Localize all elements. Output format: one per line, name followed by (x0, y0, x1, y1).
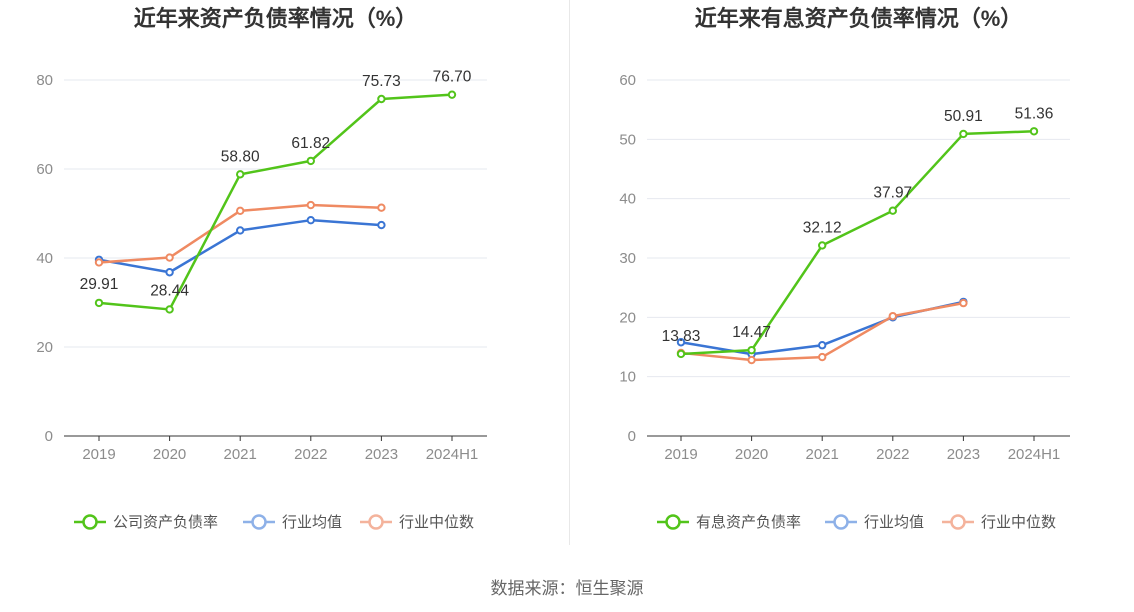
right-legend-marker-industry_avg (833, 514, 849, 530)
left-x-tick-label: 2023 (365, 446, 398, 463)
left-x-tick-label: 2019 (82, 446, 115, 463)
left-point-company (94, 298, 104, 308)
right-data-label: 37.97 (873, 185, 912, 202)
left-data-label: 28.44 (150, 282, 189, 299)
right-legend-label-company: 有息资产负债率 (696, 514, 801, 531)
left-point-company (377, 94, 386, 104)
chart-left: 近年来资产负债率情况（%） 0 20 40 60 80 2019 2020 2021 2022 20… (0, 0, 567, 560)
left-point-industry_avg (306, 215, 315, 225)
right-legend-marker-company (665, 514, 681, 530)
left-legend-label-industry_median: 行业中位数 (399, 514, 474, 531)
chart-right-svg: 近年来有息资产负债率情况（%） 0 10 20 30 40 50 60 2019 2020 2021… (619, 6, 1070, 531)
right-y-tick-label: 20 (619, 309, 636, 326)
left-y-tick-label: 80 (36, 72, 53, 89)
right-point-company (888, 206, 897, 215)
left-point-industry_median (306, 200, 315, 210)
right-y-tick-label: 40 (619, 191, 636, 208)
source-note: 数据来源：恒生聚源 (490, 579, 644, 598)
right-data-label: 14.47 (732, 324, 771, 341)
left-series-line-company (98, 93, 453, 311)
left-x-tick-label: 2020 (153, 446, 186, 463)
right-data-label: 13.83 (662, 328, 701, 345)
left-x-tick-label: 2022 (294, 446, 327, 463)
left-data-label: 29.91 (80, 276, 119, 293)
left-point-industry_avg (377, 220, 386, 230)
left-point-industry_median (377, 203, 386, 212)
left-point-industry_median (236, 206, 245, 216)
chart-right: 近年来有息资产负债率情况（%） 0 10 20 30 40 50 60 2019 2020 2021… (567, 0, 1134, 560)
right-x-tick-label: 2019 (664, 446, 697, 463)
right-point-industry_avg (676, 338, 686, 347)
chart-divider (569, 0, 570, 545)
left-legend-marker-industry_median (368, 514, 384, 530)
left-x-tick-label: 2024H1 (426, 446, 479, 463)
left-point-industry_median (94, 258, 104, 267)
left-y-tick-label: 0 (45, 428, 53, 445)
left-point-industry_avg (165, 268, 174, 277)
right-data-label: 51.36 (1015, 105, 1054, 122)
right-y-tick-label: 30 (619, 250, 636, 267)
right-point-company (676, 349, 686, 359)
right-legend-label-industry_median: 行业中位数 (981, 514, 1056, 531)
right-x-tick-label: 2020 (735, 446, 768, 463)
right-point-industry_median (888, 311, 897, 321)
right-point-industry_median (818, 352, 827, 362)
right-series-line-company (680, 130, 1035, 356)
right-y-tick-label: 50 (619, 131, 636, 148)
left-data-label: 76.70 (433, 69, 472, 86)
left-point-company (165, 305, 174, 314)
right-x-tick-label: 2023 (947, 446, 980, 463)
left-point-company (306, 156, 315, 166)
left-legend-marker-company (82, 514, 98, 530)
right-chart-title: 近年来有息资产负债率情况（%） (695, 6, 1023, 31)
left-y-tick-label: 40 (36, 250, 53, 267)
right-point-industry_avg (818, 341, 827, 350)
left-legend-marker-industry_avg (251, 514, 267, 530)
left-legend-label-company: 公司资产负债率 (113, 514, 218, 531)
right-y-tick-label: 0 (628, 428, 636, 445)
right-point-industry_median (747, 355, 756, 365)
right-y-tick-label: 10 (619, 369, 636, 386)
right-x-tick-label: 2024H1 (1008, 446, 1061, 463)
left-y-tick-label: 60 (36, 161, 53, 178)
left-point-company (236, 170, 245, 179)
left-point-industry_median (165, 253, 174, 262)
left-data-label: 58.80 (221, 148, 260, 165)
left-legend-label-industry_avg: 行业均值 (282, 514, 342, 531)
left-x-tick-label: 2021 (224, 446, 257, 463)
right-point-company (959, 129, 968, 139)
left-data-label: 75.73 (362, 73, 401, 90)
right-legend-label-industry_avg: 行业均值 (864, 514, 924, 531)
left-data-label: 61.82 (291, 135, 330, 152)
right-point-company (818, 241, 827, 250)
right-x-tick-label: 2022 (876, 446, 909, 463)
right-point-company (747, 345, 756, 355)
right-point-company (1029, 127, 1039, 136)
right-point-industry_median (959, 298, 968, 308)
left-chart-title: 近年来资产负债率情况（%） (134, 6, 418, 31)
left-point-company (447, 90, 457, 99)
right-data-label: 32.12 (803, 219, 842, 236)
left-y-tick-label: 20 (36, 339, 53, 356)
left-point-industry_avg (236, 226, 245, 235)
right-data-label: 50.91 (944, 108, 983, 125)
chart-left-svg: 近年来资产负债率情况（%） 0 20 40 60 80 2019 2020 2021 2022 20… (36, 6, 487, 531)
right-x-tick-label: 2021 (806, 446, 839, 463)
right-legend-marker-industry_median (950, 514, 966, 530)
right-y-tick-label: 60 (619, 72, 636, 89)
